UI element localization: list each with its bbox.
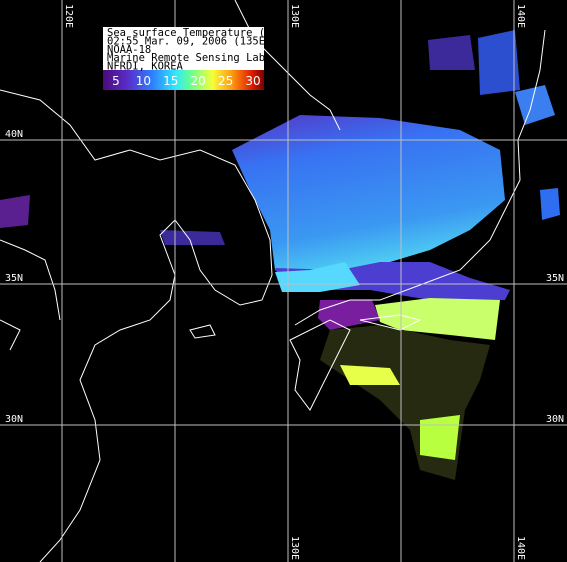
lat-label: 30N	[546, 414, 564, 425]
sst-field	[0, 30, 560, 480]
grid-labels: 120E 130E 140E 130E 140E 40N 35N 30N 35N…	[5, 4, 564, 560]
lon-label: 120E	[63, 4, 74, 28]
colorbar-tick-label: 25	[218, 74, 233, 88]
legend: Sea surface Temperature (C)02:55 Mar. 09…	[103, 27, 278, 90]
lon-label: 140E	[515, 4, 526, 28]
lat-label: 35N	[546, 273, 564, 284]
legend-title-line: NFRDI, KOREA	[107, 61, 184, 73]
lat-label: 35N	[5, 273, 23, 284]
lon-label: 130E	[289, 4, 300, 28]
colorbar-tick-label: 10	[136, 74, 151, 88]
legend-box	[103, 27, 264, 71]
legend-title-line: NOAA-18	[107, 44, 151, 56]
lon-label: 140E	[515, 536, 526, 560]
colorbar-tick-label: 5	[112, 74, 120, 88]
legend-title-line: 02:55 Mar. 09, 2006 (135E)	[107, 35, 271, 47]
lon-label: 130E	[289, 536, 300, 560]
legend-title-line: Marine Remote Sensing Lab	[107, 52, 265, 64]
legend-title-line: Sea surface Temperature (C)	[107, 27, 278, 39]
colorbar-tick-label: 15	[163, 74, 178, 88]
colorbar	[103, 70, 264, 90]
colorbar-tick-label: 30	[245, 74, 260, 88]
colorbar-tick-label: 20	[191, 74, 206, 88]
lat-label: 30N	[5, 414, 23, 425]
lat-label: 40N	[5, 129, 23, 140]
